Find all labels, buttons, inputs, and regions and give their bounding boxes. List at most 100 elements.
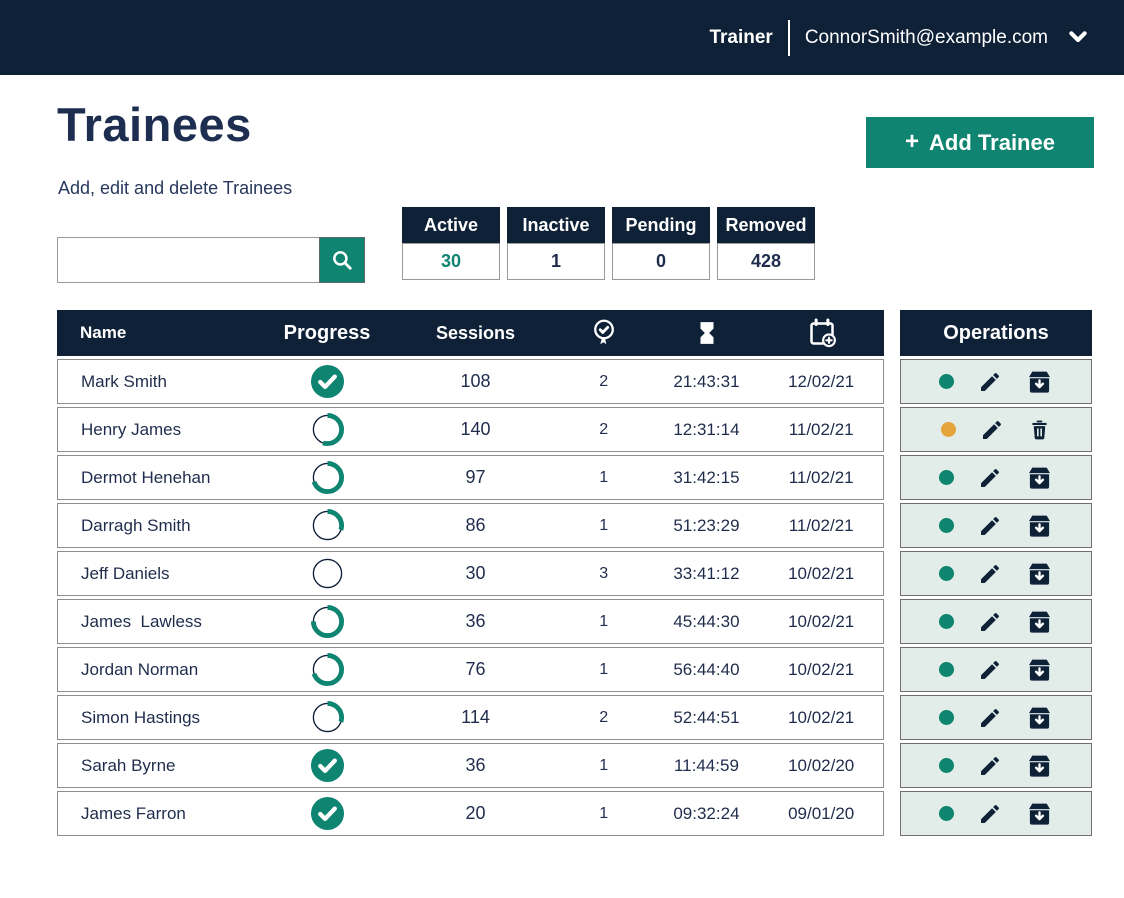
archive-button[interactable] [1026, 802, 1053, 826]
status-tab-inactive[interactable]: Inactive 1 [507, 207, 605, 280]
operations-row [900, 647, 1092, 692]
trainee-date: 11/02/21 [788, 515, 854, 535]
archive-button[interactable] [1026, 610, 1053, 634]
status-tab-count: 30 [402, 243, 500, 280]
status-tab-count: 428 [717, 243, 815, 280]
trainee-time: 09:32:24 [673, 803, 740, 823]
status-dot-amber [941, 422, 956, 437]
search-button[interactable] [319, 237, 365, 283]
archive-box-icon [1029, 803, 1050, 825]
column-header-name: Name [80, 323, 127, 342]
trainee-name: Darragh Smith [81, 515, 191, 535]
edit-button[interactable] [978, 610, 1002, 634]
trainee-progress [258, 364, 398, 399]
trainee-name: Dermot Henehan [81, 467, 211, 487]
trainee-sessions: 36 [465, 755, 486, 775]
progress-complete-icon [310, 796, 344, 831]
archive-button[interactable] [1026, 658, 1053, 682]
operations-row [900, 743, 1092, 788]
page-subtitle: Add, edit and delete Trainees [58, 178, 293, 198]
calendar-add-icon [810, 318, 836, 348]
archive-button[interactable] [1026, 562, 1053, 586]
status-tab-label: Active [402, 207, 500, 243]
edit-pencil-icon [981, 804, 1000, 823]
operations-row [900, 455, 1092, 500]
trainee-date: 11/02/21 [788, 419, 854, 439]
trainee-date: 11/02/21 [788, 467, 854, 487]
search-icon [333, 251, 352, 270]
trainee-sessions: 140 [460, 419, 491, 439]
trainee-sessions: 30 [465, 563, 486, 583]
edit-button[interactable] [978, 514, 1002, 538]
trash-icon [1032, 420, 1047, 439]
archive-box-icon [1029, 515, 1050, 537]
trainee-time: 56:44:40 [673, 659, 740, 679]
trainee-progress [258, 652, 398, 687]
trainee-sessions: 114 [461, 707, 490, 727]
table-header-row: Name Progress Sessions [57, 310, 884, 356]
edit-pencil-icon [983, 420, 1002, 439]
trainee-progress [258, 748, 398, 783]
top-navbar: Trainer ConnorSmith@example.com [0, 0, 1124, 75]
add-trainee-button[interactable]: + Add Trainee [866, 117, 1094, 168]
trainee-table-body: Mark Smith 108 2 21:43:31 12/02/21 Henry Jam… [57, 359, 884, 839]
trainee-date: 12/02/21 [788, 371, 855, 391]
trainee-sessions: 20 [465, 803, 486, 823]
status-tab-removed[interactable]: Removed 428 [717, 207, 815, 280]
progress-ring [310, 556, 344, 591]
account-email[interactable]: ConnorSmith@example.com [804, 26, 1048, 48]
archive-box-icon [1029, 707, 1050, 729]
plus-icon: + [905, 127, 920, 155]
trainee-date: 10/02/21 [788, 563, 855, 583]
edit-pencil-icon [981, 756, 1000, 775]
trainee-time: 51:23:29 [673, 515, 740, 535]
status-tab-count: 0 [612, 243, 710, 280]
trainee-name: Sarah Byrne [81, 755, 176, 775]
edit-button[interactable] [978, 466, 1002, 490]
archive-button[interactable] [1026, 754, 1053, 778]
trainee-progress [258, 556, 398, 591]
operations-row [900, 407, 1092, 452]
edit-pencil-icon [981, 516, 1000, 535]
edit-button[interactable] [978, 802, 1002, 826]
status-tab-active[interactable]: Active 30 [402, 207, 500, 280]
trainee-time: 45:44:30 [673, 611, 740, 631]
archive-button[interactable] [1026, 706, 1053, 730]
status-tab-label: Removed [717, 207, 815, 243]
search-input[interactable] [57, 237, 319, 283]
account-menu-toggle[interactable] [1068, 30, 1088, 45]
archive-button[interactable] [1026, 514, 1053, 538]
status-dot-teal [939, 758, 954, 773]
edit-button[interactable] [978, 658, 1002, 682]
archive-box-icon [1029, 467, 1050, 489]
edit-button[interactable] [980, 418, 1004, 442]
trainee-time: 11:44:59 [673, 755, 739, 775]
edit-button[interactable] [978, 370, 1002, 394]
edit-pencil-icon [981, 468, 1000, 487]
column-header-sessions: Sessions [435, 322, 516, 343]
archive-button[interactable] [1026, 466, 1053, 490]
edit-button[interactable] [978, 706, 1002, 730]
trainee-certs: 2 [599, 708, 609, 726]
progress-ring [310, 508, 344, 543]
trainee-name: James Farron [81, 803, 186, 823]
status-tab-label: Inactive [507, 207, 605, 243]
progress-complete-icon [310, 748, 344, 783]
archive-box-icon [1029, 371, 1050, 393]
archive-button[interactable] [1026, 370, 1053, 394]
column-header-date [760, 318, 884, 348]
edit-button[interactable] [978, 754, 1002, 778]
status-tab-pending[interactable]: Pending 0 [612, 207, 710, 280]
trainee-name: Mark Smith [81, 371, 167, 391]
trainee-sessions: 97 [465, 467, 486, 487]
trainee-certs: 1 [599, 468, 609, 486]
archive-box-icon [1029, 563, 1050, 585]
trainee-date: 09/01/20 [788, 803, 855, 823]
trainee-date: 10/02/21 [788, 611, 855, 631]
progress-ring [310, 700, 344, 735]
delete-button[interactable] [1028, 418, 1051, 442]
operations-row [900, 503, 1092, 548]
trainee-sessions: 86 [465, 515, 486, 535]
edit-button[interactable] [978, 562, 1002, 586]
trainee-row: Sarah Byrne 36 1 11:44:59 10/02/20 [57, 743, 884, 788]
